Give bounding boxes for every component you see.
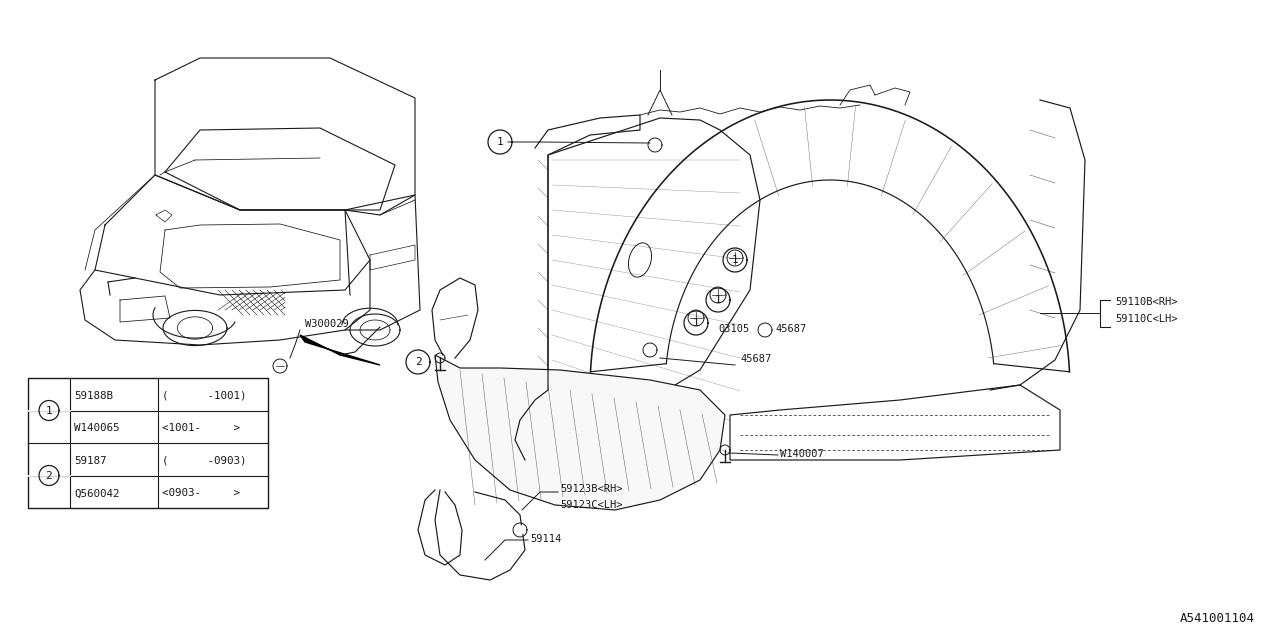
Text: (      -0903): ( -0903) xyxy=(163,456,247,466)
Text: 59123C<LH>: 59123C<LH> xyxy=(561,500,622,510)
Polygon shape xyxy=(646,346,654,354)
Text: W140007: W140007 xyxy=(780,449,824,459)
Polygon shape xyxy=(730,385,1060,460)
Text: 59188B: 59188B xyxy=(74,391,113,401)
Text: 59114: 59114 xyxy=(530,534,561,544)
Text: 2: 2 xyxy=(46,470,52,481)
Polygon shape xyxy=(435,355,724,510)
Text: 45687: 45687 xyxy=(774,324,806,334)
Polygon shape xyxy=(548,118,760,410)
Polygon shape xyxy=(300,335,380,365)
Text: 59110C<LH>: 59110C<LH> xyxy=(1115,314,1178,324)
Text: W300029: W300029 xyxy=(305,319,348,329)
Text: 45687: 45687 xyxy=(740,354,772,364)
Text: 03105: 03105 xyxy=(718,324,749,334)
Text: 59123B<RH>: 59123B<RH> xyxy=(561,484,622,494)
Text: 1: 1 xyxy=(732,255,739,265)
Text: 1: 1 xyxy=(692,318,699,328)
Text: <0903-     >: <0903- > xyxy=(163,488,241,499)
Text: 59110B<RH>: 59110B<RH> xyxy=(1115,297,1178,307)
Text: W140065: W140065 xyxy=(74,424,119,433)
Text: 1: 1 xyxy=(714,295,722,305)
Text: Q560042: Q560042 xyxy=(74,488,119,499)
Text: 59187: 59187 xyxy=(74,456,106,466)
Text: (      -1001): ( -1001) xyxy=(163,391,247,401)
Bar xyxy=(28,378,268,508)
Polygon shape xyxy=(760,326,769,334)
Text: A541001104: A541001104 xyxy=(1180,612,1254,625)
Text: 2: 2 xyxy=(415,357,421,367)
Text: 1: 1 xyxy=(497,137,503,147)
Text: <1001-     >: <1001- > xyxy=(163,424,241,433)
Text: 1: 1 xyxy=(46,406,52,415)
Polygon shape xyxy=(650,141,659,149)
Polygon shape xyxy=(516,526,525,534)
